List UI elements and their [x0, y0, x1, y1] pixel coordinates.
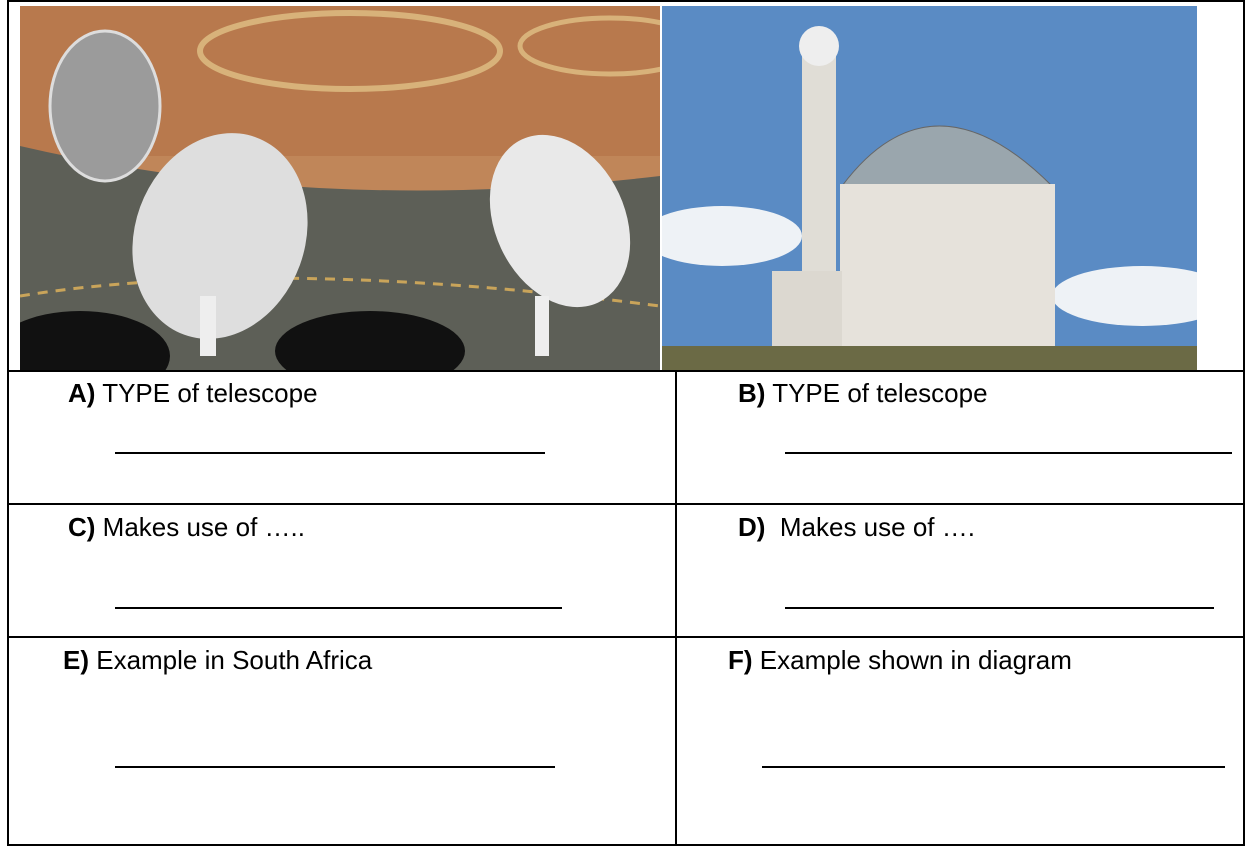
border — [7, 844, 1245, 846]
border — [7, 0, 9, 846]
answer-blank — [762, 766, 1225, 768]
question: D) Makes use of …. — [738, 512, 975, 543]
question-letter: B) — [738, 378, 766, 408]
border — [7, 0, 1245, 2]
question-letter: C) — [68, 512, 96, 542]
border — [7, 636, 1245, 638]
question-letter: D) — [738, 512, 766, 542]
border — [7, 370, 1245, 372]
question-text: Example shown in diagram — [752, 645, 1072, 675]
question-text: Makes use of ….. — [95, 512, 305, 542]
border — [7, 503, 1245, 505]
optical-telescope-photo — [662, 6, 1197, 370]
question-text: TYPE of telescope — [765, 378, 988, 408]
question: C) Makes use of ….. — [68, 512, 305, 543]
question: E) Example in South Africa — [63, 645, 372, 676]
answer-blank — [785, 607, 1214, 609]
answer-blank — [115, 452, 545, 454]
question-text: TYPE of telescope — [95, 378, 318, 408]
radio-telescope-photo — [20, 6, 660, 370]
question-text: Makes use of …. — [765, 512, 975, 542]
border — [1243, 0, 1245, 846]
answer-blank — [115, 766, 555, 768]
question-letter: E) — [63, 645, 89, 675]
question-letter: A) — [68, 378, 96, 408]
question: B) TYPE of telescope — [738, 378, 988, 409]
answer-blank — [115, 607, 562, 609]
question: F) Example shown in diagram — [728, 645, 1072, 676]
question-text: Example in South Africa — [89, 645, 373, 675]
question-letter: F) — [728, 645, 753, 675]
question: A) TYPE of telescope — [68, 378, 318, 409]
border — [675, 370, 677, 846]
answer-blank — [785, 452, 1232, 454]
